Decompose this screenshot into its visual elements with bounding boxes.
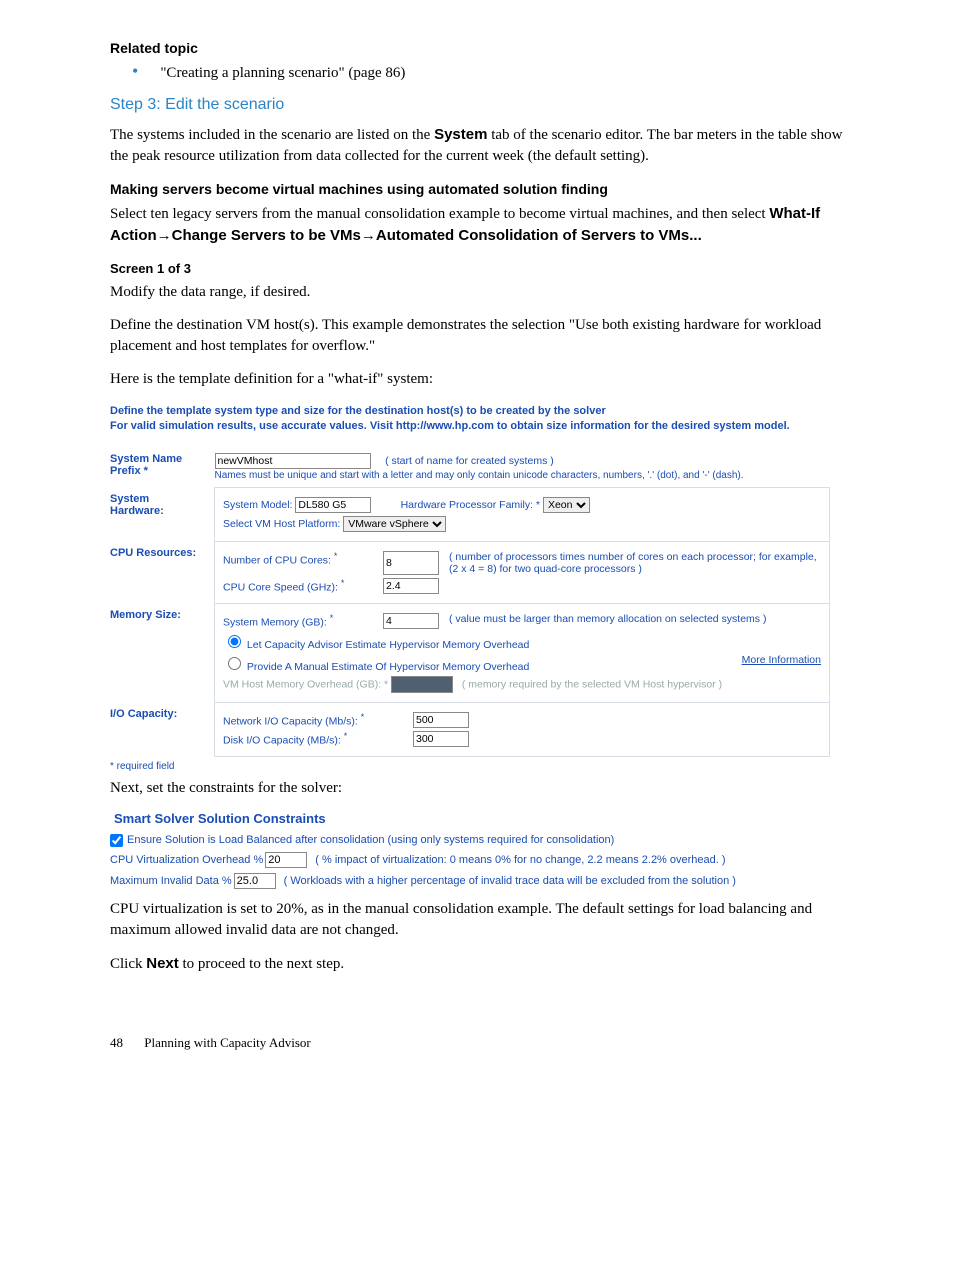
mem-sys-label: System Memory (GB):	[223, 616, 327, 628]
invalid-hint: ( Workloads with a higher percentage of …	[284, 875, 736, 887]
screen1-p3: Here is the template definition for a "w…	[110, 369, 850, 390]
form-table: System NamePrefix * ( start of name for …	[110, 447, 830, 757]
related-bullet: • "Creating a planning scenario" (page 8…	[132, 62, 894, 82]
related-heading: Related topic	[110, 40, 894, 56]
mem-ovh-hint: ( memory required by the selected VM Hos…	[462, 678, 722, 690]
page-number: 48	[110, 1035, 123, 1050]
screen1-heading: Screen 1 of 3	[110, 261, 894, 276]
mem-sys-hint: ( value must be larger than memory alloc…	[449, 613, 766, 625]
making-heading: Making servers become virtual machines u…	[110, 181, 894, 197]
cpu-cores-label: Number of CPU Cores:	[223, 554, 331, 566]
mem-label: Memory Size:	[110, 603, 215, 702]
cpu-ovh-hint: ( % impact of virtualization: 0 means 0%…	[315, 854, 725, 866]
hw-proc-label: Hardware Processor Family: *	[401, 499, 540, 511]
sysname-note: Names must be unique and start with a le…	[215, 470, 744, 481]
after2-p2-bold: Next	[146, 955, 179, 972]
mem-ovh-input	[391, 676, 453, 693]
sysname-input[interactable]	[215, 453, 371, 469]
step-p1-pre: The systems included in the scenario are…	[110, 127, 434, 143]
hw-model-label: System Model:	[223, 499, 292, 511]
mem-sys-input[interactable]	[383, 613, 439, 629]
page-footer: 48 Planning with Capacity Advisor	[110, 1035, 894, 1051]
mem-radio-manual[interactable]	[228, 657, 241, 670]
form-intro1: Define the template system type and size…	[110, 405, 606, 417]
form-intro: Define the template system type and size…	[110, 404, 830, 435]
after2-p2-post: to proceed to the next step.	[179, 956, 344, 972]
hw-field: System Model: Hardware Processor Family:…	[215, 487, 830, 541]
cpu-ovh-label: CPU Virtualization Overhead %	[110, 854, 263, 866]
required-note: * required field	[110, 761, 830, 772]
mem-radio-estimate[interactable]	[228, 635, 241, 648]
form-intro2: For valid simulation results, use accura…	[110, 420, 790, 432]
cpu-ovh-input[interactable]	[265, 852, 307, 868]
mem-ovh-label: VM Host Memory Overhead (GB): *	[223, 678, 388, 690]
cpu-speed-label: CPU Core Speed (GHz):	[223, 581, 338, 593]
cpu-label: CPU Resources:	[110, 541, 215, 603]
template-form-screenshot: Define the template system type and size…	[110, 404, 830, 772]
after2-p2: Click Next to proceed to the next step.	[110, 953, 850, 975]
sysname-hint: ( start of name for created systems )	[385, 455, 554, 467]
cpu-speed-input[interactable]	[383, 578, 439, 594]
io-label: I/O Capacity:	[110, 702, 215, 756]
loadbalance-checkbox[interactable]	[110, 834, 123, 847]
io-disk-label: Disk I/O Capacity (MB/s):	[223, 734, 341, 746]
invalid-label: Maximum Invalid Data %	[110, 875, 232, 887]
constraints-screenshot: Smart Solver Solution Constraints Ensure…	[110, 811, 830, 889]
screen1-p2: Define the destination VM host(s). This …	[110, 315, 850, 357]
io-net-label: Network I/O Capacity (Mb/s):	[223, 715, 358, 727]
hw-label: SystemHardware:	[110, 487, 215, 541]
hw-plat-label: Select VM Host Platform:	[223, 518, 340, 530]
screen1-p1: Modify the data range, if desired.	[110, 282, 850, 303]
hw-plat-select[interactable]: VMware vSphere	[343, 516, 446, 532]
io-field: Network I/O Capacity (Mb/s): * Disk I/O …	[215, 702, 830, 756]
constraints-heading: Smart Solver Solution Constraints	[114, 811, 830, 826]
step-title: Step 3: Edit the scenario	[110, 96, 894, 114]
cpu-cores-input[interactable]	[383, 551, 439, 575]
bullet-icon: •	[132, 62, 138, 80]
after2-p1: CPU virtualization is set to 20%, as in …	[110, 899, 850, 941]
io-net-input[interactable]	[413, 712, 469, 728]
invalid-input[interactable]	[234, 873, 276, 889]
mem-radio1-label: Let Capacity Advisor Estimate Hypervisor…	[247, 639, 529, 651]
chapter-title: Planning with Capacity Advisor	[144, 1035, 310, 1050]
cpu-cores-hint: ( number of processors times number of c…	[449, 551, 817, 575]
loadbalance-label: Ensure Solution is Load Balanced after c…	[127, 834, 614, 846]
mem-field: System Memory (GB): * ( value must be la…	[215, 603, 830, 702]
step-p1: The systems included in the scenario are…	[110, 124, 850, 167]
mem-radio2-label: Provide A Manual Estimate Of Hypervisor …	[247, 661, 529, 673]
io-disk-input[interactable]	[413, 731, 469, 747]
sysname-label: System NamePrefix *	[110, 447, 215, 488]
more-info-link[interactable]: More Information	[742, 654, 821, 666]
making-p: Select ten legacy servers from the manua…	[110, 203, 850, 247]
after1-p: Next, set the constraints for the solver…	[110, 778, 850, 799]
making-p-pre: Select ten legacy servers from the manua…	[110, 206, 769, 222]
step-p1-bold: System	[434, 126, 487, 143]
cpu-field: Number of CPU Cores: * ( number of proce…	[215, 541, 830, 603]
related-item: "Creating a planning scenario" (page 86)	[160, 65, 405, 82]
hw-proc-select[interactable]: Xeon	[543, 497, 590, 513]
after2-p2-pre: Click	[110, 956, 146, 972]
hw-model-input[interactable]	[295, 497, 371, 513]
